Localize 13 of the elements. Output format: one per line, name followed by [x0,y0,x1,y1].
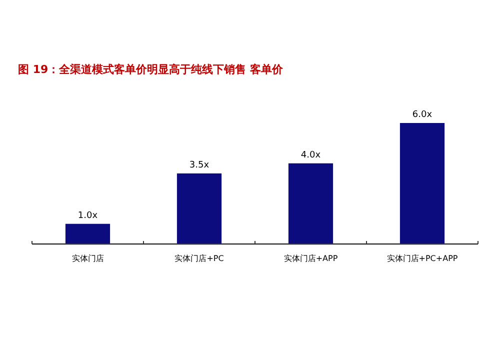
data-label: 3.5x [189,160,210,170]
data-label: 6.0x [412,110,433,120]
bar [176,173,222,244]
data-label: 1.0x [78,210,98,221]
data-label: 4.0x [300,150,322,160]
x-tick-label: 实体门店 [72,254,104,263]
bar [400,123,445,244]
x-tick-label: 实体门店+APP [284,254,338,263]
bar [65,224,110,244]
x-tick-label: 实体门店+PC [174,254,224,263]
chart-title: 图 19：全渠道模式客单价明显高于纯线下销售 客单价 [18,63,284,76]
x-tick-label: 实体门店+PC+APP [386,254,458,263]
bar [288,163,334,244]
